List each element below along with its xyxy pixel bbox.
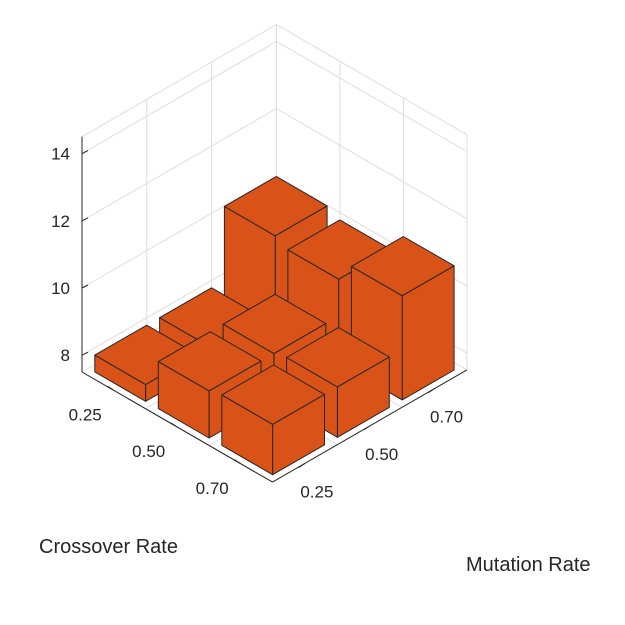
x-tick-label: 0.50 (365, 445, 398, 464)
z-tick (81, 150, 89, 155)
wall-grid-line (276, 108, 468, 220)
z-tick (81, 217, 89, 222)
y-tick (234, 459, 242, 465)
wall-grid-line (81, 108, 277, 222)
z-tick (81, 351, 89, 356)
bar-face-top (221, 364, 325, 425)
x-tick (363, 425, 370, 431)
bar (350, 236, 455, 401)
bars (94, 176, 455, 476)
axes (81, 136, 468, 483)
x-tick-label: 0.70 (430, 408, 463, 427)
x-tick-label: 0.25 (300, 482, 333, 501)
z-tick-label: 10 (51, 279, 70, 298)
x-tick (298, 462, 306, 468)
z-tick-label: 8 (61, 346, 70, 365)
z-tick-label: 12 (51, 212, 70, 231)
bar-face-top (350, 236, 455, 297)
y-tick-label: 0.70 (196, 479, 229, 498)
bar (221, 364, 325, 476)
bar-face-top (286, 327, 390, 388)
bar-face-top (222, 293, 327, 355)
labels: Mutation Rate Crossover Rate 8 10 12 14 0.25… (39, 145, 591, 576)
bar-face-top (223, 176, 328, 237)
z-tick-label: 14 (51, 145, 70, 164)
x-tick (428, 388, 435, 394)
wall-grid-line (81, 175, 277, 289)
y-tick-label: 0.25 (69, 405, 102, 424)
wall-grid-line (276, 40, 468, 152)
y-axis-label: Crossover Rate (39, 536, 178, 558)
x-axis-label: Mutation Rate (466, 554, 591, 576)
bar-face-top (157, 331, 262, 392)
z-tick (81, 284, 89, 289)
y-tick (170, 422, 178, 428)
y-tick (107, 385, 115, 391)
wall-grid-line (81, 40, 277, 155)
wall-grid-line (81, 24, 277, 138)
wall-grid-line (276, 24, 468, 136)
y-tick-label: 0.50 (132, 442, 165, 461)
